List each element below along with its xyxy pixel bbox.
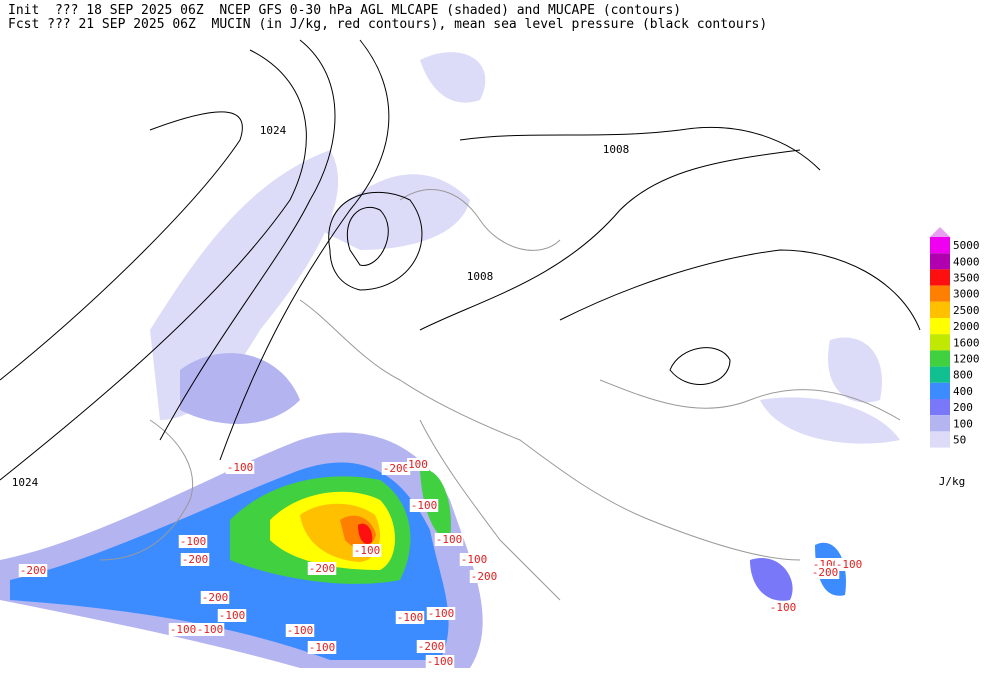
header-init: Init ??? 18 SEP 2025 06Z NCEP GFS 0-30 h… (8, 3, 682, 18)
label-bg (200, 591, 230, 604)
label-bg (18, 564, 48, 577)
colorbar-swatch (930, 301, 950, 318)
cin-label: -100 (170, 623, 197, 636)
cin-label: -200 (182, 553, 209, 566)
label-bg (381, 462, 411, 475)
colorbar-unit: J/kg (939, 475, 966, 488)
cin-label: -100 (397, 611, 424, 624)
cin-label: -100 (180, 535, 207, 548)
label-bg (425, 655, 455, 668)
colorbar-swatch (930, 334, 950, 351)
colorbar-label: 2000 (953, 320, 980, 333)
cin-label: -100 (354, 544, 381, 557)
colorbar-label: 400 (953, 385, 973, 398)
label-bg (307, 562, 337, 575)
cin-label: -100 (411, 499, 438, 512)
colorbar-swatch (930, 253, 950, 270)
colorbar-label: 50 (953, 434, 966, 447)
isobar-label: 1008 (467, 270, 494, 283)
cin-label: -200 (202, 591, 229, 604)
colorbar-swatch (930, 366, 950, 383)
shading (0, 52, 900, 668)
colorbar-swatch (930, 415, 950, 432)
cin-label: -100 (227, 461, 254, 474)
cin-label: -100 (461, 553, 488, 566)
colorbar-swatch (930, 431, 950, 448)
label-bg (810, 566, 840, 579)
label-bg (352, 544, 382, 557)
label-bg (601, 143, 631, 156)
colorbar-label: 4000 (953, 255, 980, 268)
cin-label: -100 (309, 641, 336, 654)
cin-label: -100 (287, 624, 314, 637)
label-bg (195, 623, 225, 636)
cin-label: -200 (383, 462, 410, 475)
cin-label: -100 (770, 601, 797, 614)
isobar-label: 1008 (603, 143, 630, 156)
colorbar-label: 1600 (953, 336, 980, 349)
colorbar-label: 800 (953, 369, 973, 382)
colorbar-label: 2500 (953, 304, 980, 317)
label-bg (459, 553, 489, 566)
label-bg (768, 601, 798, 614)
colorbar-label: 100 (953, 417, 973, 430)
colorbar-swatch (930, 399, 950, 416)
colorbar-label: 1200 (953, 353, 980, 366)
label-bg (409, 499, 439, 512)
label-bg (178, 535, 208, 548)
colorbar-swatch (930, 237, 950, 254)
label-bg (465, 270, 495, 283)
colorbar-label: 3500 (953, 272, 980, 285)
colorbar-label: 200 (953, 401, 973, 414)
label-bg (225, 461, 255, 474)
label-bg (416, 640, 446, 653)
label-bg (469, 570, 499, 583)
header-fcst: Fcst ??? 21 SEP 2025 06Z MUCIN (in J/kg,… (8, 17, 768, 32)
cin-label: -100 (219, 609, 246, 622)
colorbar-swatch (930, 318, 950, 335)
isobars (0, 39, 921, 481)
cin-label: -200 (471, 570, 498, 583)
colorbar-swatch (930, 285, 950, 302)
colorbar-swatch (930, 350, 950, 367)
cin-label: -100 (436, 533, 463, 546)
cin-label: 100 (408, 458, 428, 471)
label-bg (10, 476, 40, 489)
colorbar-swatch (930, 269, 950, 286)
cin-label: -200 (309, 562, 336, 575)
label-bg (285, 624, 315, 637)
isobar-label: 1024 (260, 124, 287, 137)
cin-label: -100 (197, 623, 224, 636)
cin-label: -200 (20, 564, 47, 577)
label-bg (180, 553, 210, 566)
cin-label: -200 (812, 566, 839, 579)
label-bg (395, 611, 425, 624)
label-bg (834, 558, 864, 571)
cin-label: -100 (427, 655, 454, 668)
colorbar-top (930, 227, 950, 237)
label-bg (258, 124, 288, 137)
colorbar-label: 3000 (953, 288, 980, 301)
isobar-label: 1024 (12, 476, 39, 489)
label-bg (168, 623, 198, 636)
label-bg (426, 607, 456, 620)
cin-label: -100 (836, 558, 863, 571)
label-bg (307, 641, 337, 654)
colorbar-swatch (930, 382, 950, 399)
colorbar-label: 5000 (953, 239, 980, 252)
cin-label: -200 (418, 640, 445, 653)
coastlines (99, 189, 901, 601)
label-bg (434, 533, 464, 546)
cin-label: -100 (428, 607, 455, 620)
label-bg (217, 609, 247, 622)
label-bg (407, 458, 429, 471)
